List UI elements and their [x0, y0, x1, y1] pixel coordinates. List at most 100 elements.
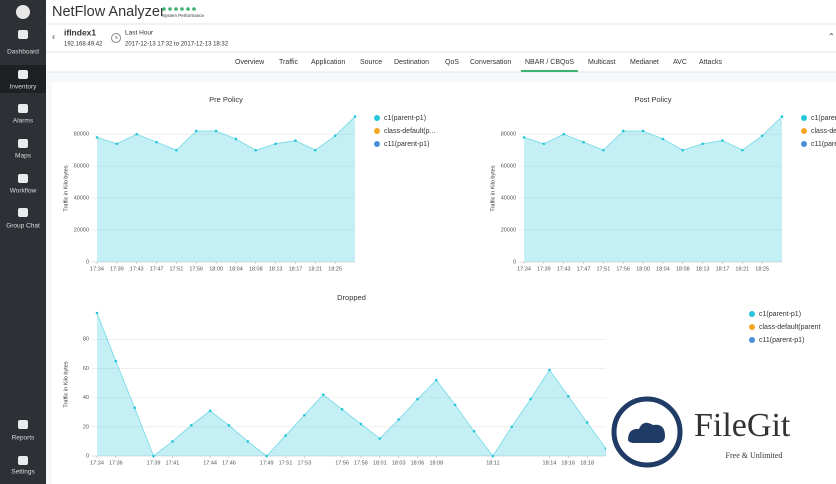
nav-icon[interactable]: [18, 208, 28, 217]
legend-label[interactable]: c11(parent-p1): [811, 141, 836, 148]
y-tick-label: 20000: [74, 227, 89, 233]
x-tick-label: 18:16: [561, 460, 575, 466]
clock-icon[interactable]: [111, 33, 121, 43]
point: [378, 437, 382, 440]
chart-title: Post Policy: [634, 95, 671, 104]
x-tick-label: 18:04: [656, 266, 670, 272]
x-tick-label: 18:17: [289, 266, 303, 272]
nav-label[interactable]: Group Chat: [6, 223, 40, 230]
legend-swatch[interactable]: [749, 337, 755, 343]
nav-label[interactable]: Maps: [15, 153, 32, 160]
x-tick-label: 18:01: [373, 460, 387, 466]
tab[interactable]: Medianet: [630, 59, 659, 66]
legend-swatch[interactable]: [801, 141, 807, 147]
point: [133, 406, 137, 410]
x-tick-label: 18:00: [636, 266, 650, 272]
point: [234, 137, 238, 141]
avatar[interactable]: [16, 5, 30, 19]
legend-label[interactable]: class-default(parent: [811, 128, 836, 135]
tab[interactable]: Source: [360, 59, 382, 66]
point: [760, 134, 764, 138]
legend-label[interactable]: c11(parent-p1): [759, 337, 804, 344]
point: [189, 424, 193, 427]
tab[interactable]: Overview: [235, 59, 265, 66]
x-tick-label: 17:39: [537, 266, 551, 272]
x-tick-label: 18:06: [411, 460, 425, 466]
nav-label[interactable]: Workflow: [10, 188, 37, 195]
x-tick-label: 17:39: [147, 460, 161, 466]
nav-label[interactable]: Reports: [12, 435, 36, 442]
tab[interactable]: Multicast: [588, 59, 616, 66]
legend-swatch[interactable]: [801, 128, 807, 134]
x-tick-label: 18:25: [328, 266, 342, 272]
x-tick-label: 17:43: [130, 266, 144, 272]
point: [171, 440, 174, 443]
tab[interactable]: Destination: [394, 59, 429, 66]
nav-icon[interactable]: [18, 420, 28, 429]
nav-icon[interactable]: [18, 139, 28, 148]
legend-label[interactable]: c1(parent-p1): [384, 115, 426, 122]
x-tick-label: 18:11: [486, 460, 499, 466]
point: [522, 136, 526, 139]
tab[interactable]: QoS: [445, 59, 459, 66]
legend-label[interactable]: class-default(parent: [759, 324, 821, 331]
x-tick-label: 18:08: [676, 266, 690, 272]
tab[interactable]: NBAR / CBQoS: [525, 59, 574, 66]
nav-label[interactable]: Settings: [11, 469, 35, 476]
legend-swatch[interactable]: [374, 141, 380, 147]
legend-label[interactable]: c1(parent-p1): [811, 115, 836, 122]
point: [661, 137, 665, 141]
chart-title: Pre Policy: [209, 95, 243, 104]
back-arrow[interactable]: ‹: [52, 31, 55, 41]
expand-icon[interactable]: ⌃: [828, 32, 835, 41]
y-tick-label: 0: [513, 259, 516, 265]
y-tick-label: 80: [83, 337, 89, 343]
point: [602, 148, 605, 152]
x-tick-label: 17:34: [90, 266, 104, 272]
point: [284, 434, 287, 437]
y-tick-label: 80000: [74, 132, 89, 138]
nav-icon[interactable]: [18, 70, 28, 79]
point: [585, 421, 589, 424]
legend-swatch[interactable]: [374, 128, 380, 134]
point: [194, 129, 198, 133]
y-tick-label: 40000: [501, 196, 516, 202]
y-tick-label: 40: [83, 395, 89, 401]
nav-label[interactable]: Inventory: [10, 84, 37, 91]
legend-label[interactable]: c11(parent-p1): [384, 141, 429, 148]
y-axis-label: Traffic in Kilo bytes: [490, 165, 496, 211]
nav-label[interactable]: Alarms: [13, 118, 34, 125]
y-tick-label: 20: [83, 424, 89, 430]
y-tick-label: 60000: [501, 164, 516, 170]
tab[interactable]: Conversation: [470, 59, 511, 66]
legend-swatch[interactable]: [749, 311, 755, 317]
legend-swatch[interactable]: [374, 115, 380, 121]
tab[interactable]: Traffic: [279, 59, 299, 66]
legend-label[interactable]: class-default(p...: [384, 128, 435, 135]
point: [562, 132, 565, 136]
nav-label[interactable]: Dashboard: [7, 49, 39, 56]
nav-icon[interactable]: [18, 456, 28, 465]
legend-swatch[interactable]: [749, 324, 755, 330]
nav-icon[interactable]: [18, 30, 28, 39]
point: [303, 413, 306, 417]
y-axis-label: Traffic in Kilo bytes: [63, 361, 69, 407]
nav-icon[interactable]: [18, 174, 28, 183]
point: [115, 142, 119, 146]
point: [721, 139, 724, 142]
y-tick-label: 60: [83, 366, 89, 372]
x-tick-label: 18:21: [735, 266, 749, 272]
chart-title: Dropped: [337, 293, 366, 302]
point: [453, 403, 457, 407]
legend-swatch[interactable]: [801, 115, 807, 121]
legend-label[interactable]: c1(parent-p1): [759, 311, 801, 318]
point: [542, 142, 546, 146]
nav-icon[interactable]: [18, 104, 28, 113]
point: [333, 134, 337, 138]
tab[interactable]: Application: [311, 59, 345, 66]
point: [254, 148, 258, 152]
tab[interactable]: AVC: [673, 59, 687, 66]
line: [523, 116, 783, 151]
tab[interactable]: Attacks: [699, 59, 722, 66]
period[interactable]: Last Hour: [125, 30, 154, 37]
